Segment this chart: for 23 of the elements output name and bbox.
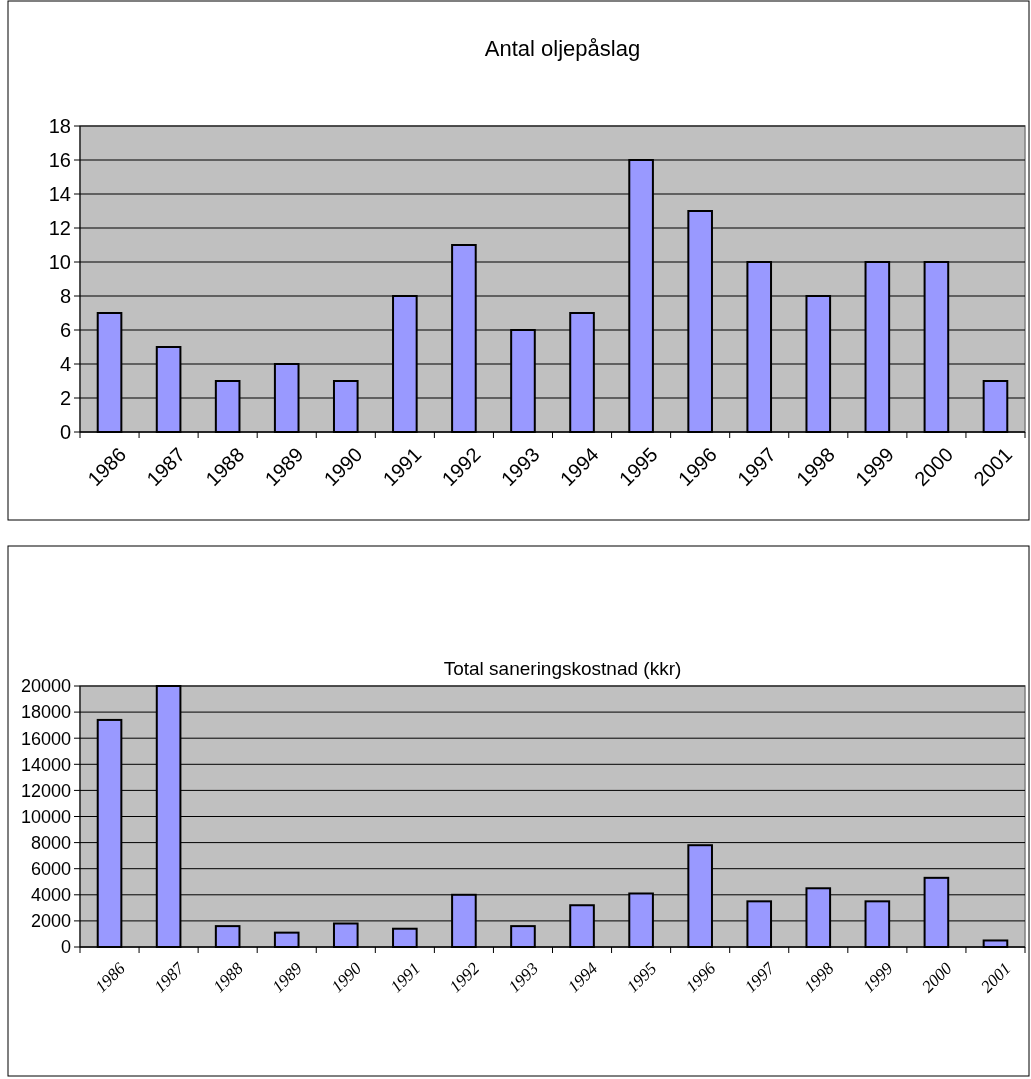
y-tick-label: 2000 — [30, 911, 71, 932]
y-tick-label: 12 — [48, 217, 71, 239]
y-tick-label: 4 — [59, 353, 71, 375]
y-tick-label: 18000 — [20, 702, 71, 723]
y-tick-label: 2 — [59, 387, 71, 409]
y-tick-label: 16 — [48, 149, 71, 171]
y-tick-label: 14 — [48, 183, 71, 205]
chart-title: Antal oljepåslag — [484, 36, 641, 61]
y-tick-label: 6000 — [30, 859, 71, 879]
y-tick-label: 18 — [48, 115, 71, 137]
y-tick-label: 20000 — [20, 676, 71, 697]
y-tick-label: 10 — [48, 251, 71, 273]
y-tick-label: 14000 — [20, 754, 71, 775]
y-tick-label: 0 — [59, 421, 71, 443]
y-tick-label: 6 — [59, 319, 71, 341]
y-tick-label: 10000 — [20, 806, 71, 827]
y-tick-label: 8000 — [30, 832, 71, 853]
y-tick-label: 8 — [59, 285, 71, 307]
y-tick-label: 0 — [60, 937, 71, 958]
y-tick-label: 12000 — [20, 780, 71, 801]
y-tick-label: 16000 — [20, 728, 71, 749]
chart-title: Total saneringskostnad (kkr) — [443, 658, 682, 679]
y-tick-label: 4000 — [30, 885, 71, 906]
